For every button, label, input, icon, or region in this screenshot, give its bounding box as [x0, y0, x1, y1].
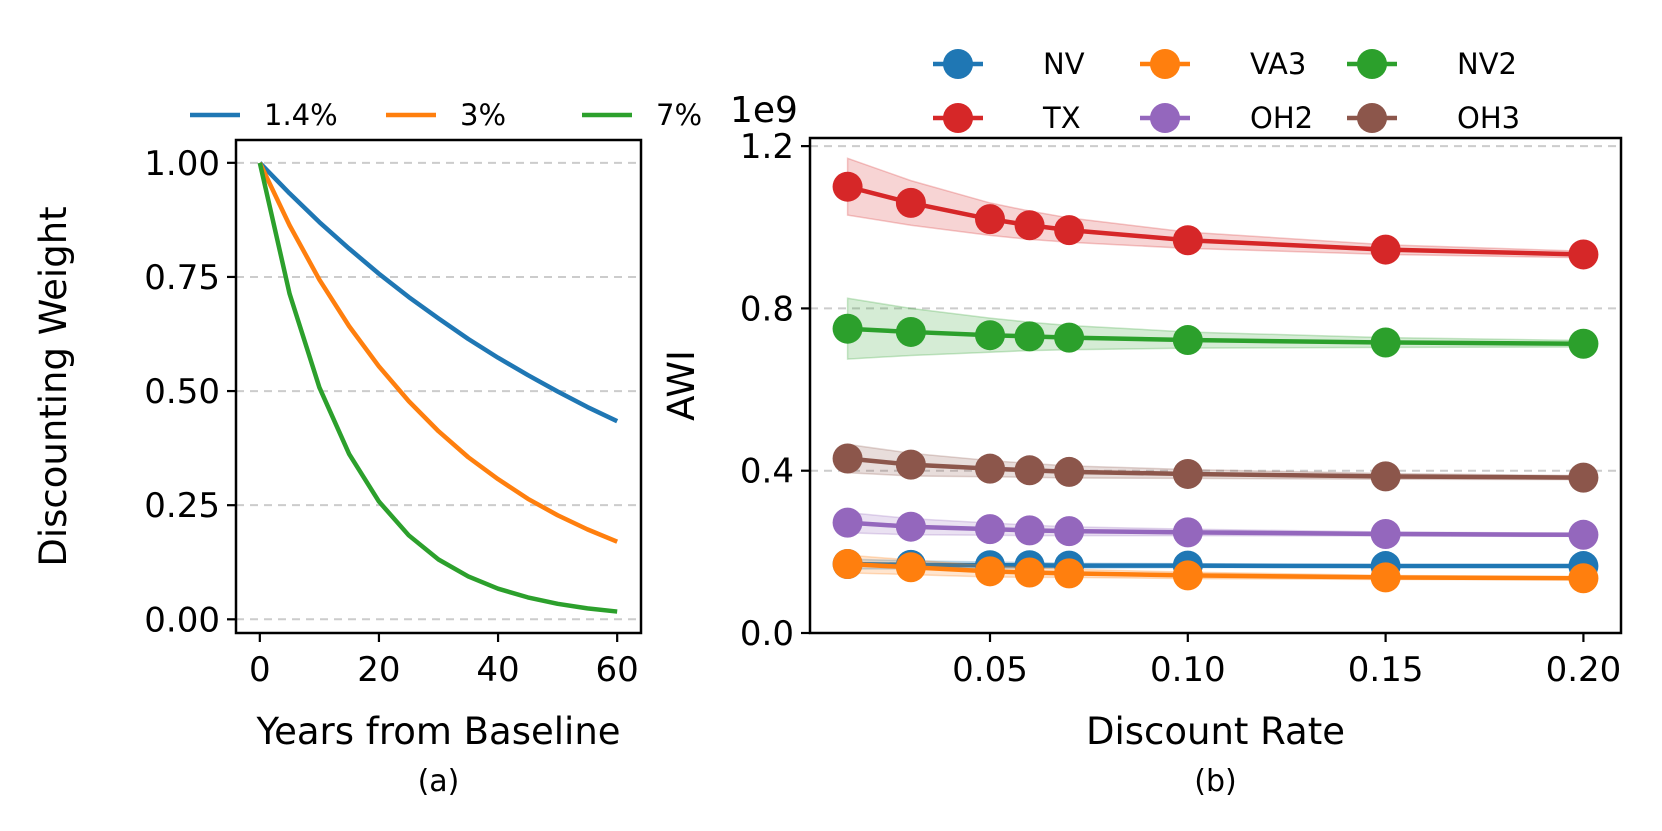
panel-b-marker-oh3 [1054, 456, 1085, 487]
panel-b-marker-oh3 [895, 449, 926, 480]
panel-b-marker-oh2 [1172, 517, 1203, 548]
panel-b-marker-tx [832, 171, 863, 202]
panel-a-caption: (a) [418, 764, 460, 799]
panel-b-x-axis-label: Discount Rate [1086, 710, 1345, 753]
panel-b-marker-oh2 [1370, 519, 1401, 549]
panel-a-series-3 [257, 161, 619, 544]
panel-b-legend-marker-nv [943, 49, 973, 79]
panel-a-x-axis-label: Years from Baseline [255, 710, 620, 753]
panel-b-y-tick-label: 1.2 [740, 127, 794, 167]
panel-b-legend-marker-oh2 [1150, 103, 1180, 133]
panel-a-legend-label-3: 3% [460, 98, 506, 132]
panel-b-legend-label-oh3: OH3 [1457, 101, 1520, 135]
panel-a-legend-label-1-4: 1.4% [264, 98, 338, 132]
panel-a-series-7 [257, 162, 618, 614]
panel-b-marker-oh2 [1014, 515, 1045, 546]
panel-a-y-tick-label: 0.25 [144, 486, 220, 526]
panel-b-marker-oh2 [1054, 516, 1085, 547]
panel-b-marker-nv2 [1172, 325, 1203, 356]
panel-b-marker-tx [1014, 210, 1045, 241]
panel-b-marker-va3 [1014, 557, 1045, 588]
panel-b-caption: (b) [1194, 764, 1236, 799]
panel-b-marker-nv2 [895, 316, 926, 347]
panel-b-marker-va3 [975, 556, 1006, 587]
panel-b-marker-nv2 [975, 320, 1006, 351]
panel-b-series-oh2 [832, 507, 1599, 550]
panel-b-marker-oh3 [1014, 455, 1045, 486]
panel-b-marker-oh2 [975, 514, 1006, 545]
panel-b-axes-frame [808, 136, 1623, 635]
panel-b-legend-marker-tx [943, 103, 973, 133]
panel-b-marker-tx [1172, 225, 1203, 256]
panel-b-marker-va3 [1172, 560, 1203, 591]
panel-b-marker-oh3 [1370, 461, 1401, 492]
panel-b-legend-marker-va3 [1150, 49, 1180, 79]
panel-b-marker-tx [1568, 239, 1599, 270]
panel-b-marker-va3 [1054, 558, 1085, 589]
panel-a-y-tick-label: 1.00 [144, 144, 220, 184]
panel-b-marker-va3 [1370, 562, 1401, 593]
panel-b-awi-chart: 0.05 0.10 0.15 0.20 0.0 0.4 0.8 1.2 Discount Rat… [660, 47, 1623, 799]
panel-b-marker-tx [895, 187, 926, 218]
panel-b-marker-oh2 [895, 511, 926, 542]
panel-b-marker-nv2 [1054, 322, 1085, 353]
panel-b-marker-oh3 [975, 453, 1006, 484]
panel-b-marker-oh2 [832, 507, 863, 538]
panel-b-legend-label-oh2: OH2 [1250, 101, 1313, 135]
panel-a-y-tick-label: 0.50 [144, 372, 220, 412]
panel-a-x-tick-label: 20 [357, 650, 400, 690]
panel-b-marker-oh3 [832, 443, 863, 474]
panel-b-series-oh3 [832, 443, 1599, 493]
panel-b-marker-va3 [895, 552, 926, 583]
panel-b-legend: NV VA3 NV2 TX OH2 OH3 [933, 47, 1520, 135]
panel-b-marker-tx [1370, 234, 1401, 265]
panel-b-legend-label-va3: VA3 [1250, 47, 1306, 81]
panel-a-line-7 [257, 162, 618, 614]
panel-b-series-va3 [832, 549, 1599, 594]
panel-b-marker-nv2 [1014, 321, 1045, 352]
panel-a-x-tick-label: 0 [249, 650, 271, 690]
panel-a-line-3 [257, 161, 619, 544]
panel-a-y-axis-label: Discounting Weight [32, 206, 75, 566]
panel-b-y-tick-label: 0.4 [740, 452, 794, 492]
panel-b-y-tick-label: 0.0 [740, 614, 794, 654]
panel-a-series-1-4 [258, 161, 619, 424]
panel-b-y-tick-label: 0.8 [740, 289, 794, 329]
panel-b-marker-tx [975, 204, 1006, 235]
panel-a-discounting-weight-chart: 0 20 40 60 0.00 0.25 0.50 0.75 1.00 Years from Ba… [32, 98, 702, 799]
panel-b-series-tx [832, 157, 1599, 270]
panel-a-legend: 1.4% 3% 7% [190, 98, 702, 132]
panel-a-x-tick-label: 60 [596, 650, 639, 690]
panel-b-axis-offset-label: 1e9 [730, 90, 798, 131]
panel-a-x-tick-label: 40 [476, 650, 519, 690]
panel-b-marker-va3 [1568, 563, 1599, 594]
panel-b-x-tick-label: 0.20 [1546, 650, 1622, 690]
panel-a-axes-frame [234, 138, 643, 635]
panel-a-y-tick-label: 0.75 [144, 258, 220, 298]
panel-b-x-tick-label: 0.05 [952, 650, 1028, 690]
panel-a-y-tick-label: 0.00 [144, 600, 220, 640]
panel-b-y-axis-label: AWI [660, 350, 703, 421]
panel-b-confidence-band-nv2 [846, 297, 1585, 360]
panel-a-legend-label-7: 7% [656, 98, 702, 132]
panel-b-legend-marker-oh3 [1357, 103, 1387, 133]
panel-b-marker-oh3 [1568, 462, 1599, 493]
panel-b-marker-nv2 [1568, 328, 1599, 359]
panel-b-x-tick-label: 0.10 [1150, 650, 1226, 690]
panel-b-series-nv2 [832, 297, 1599, 360]
panel-b-marker-oh2 [1568, 519, 1599, 550]
panel-b-legend-label-nv2: NV2 [1457, 47, 1517, 81]
panel-a-line-1-4 [258, 161, 619, 424]
panel-b-x-tick-label: 0.15 [1348, 650, 1424, 690]
panel-b-marker-oh3 [1172, 458, 1203, 489]
panel-b-marker-nv2 [1370, 327, 1401, 358]
panel-b-legend-marker-nv2 [1357, 49, 1387, 79]
panel-b-marker-va3 [832, 549, 863, 580]
panel-b-legend-label-nv: NV [1043, 47, 1085, 81]
panel-b-marker-nv2 [832, 313, 863, 344]
panel-b-marker-tx [1054, 215, 1085, 246]
panel-b-legend-label-tx: TX [1042, 101, 1081, 135]
